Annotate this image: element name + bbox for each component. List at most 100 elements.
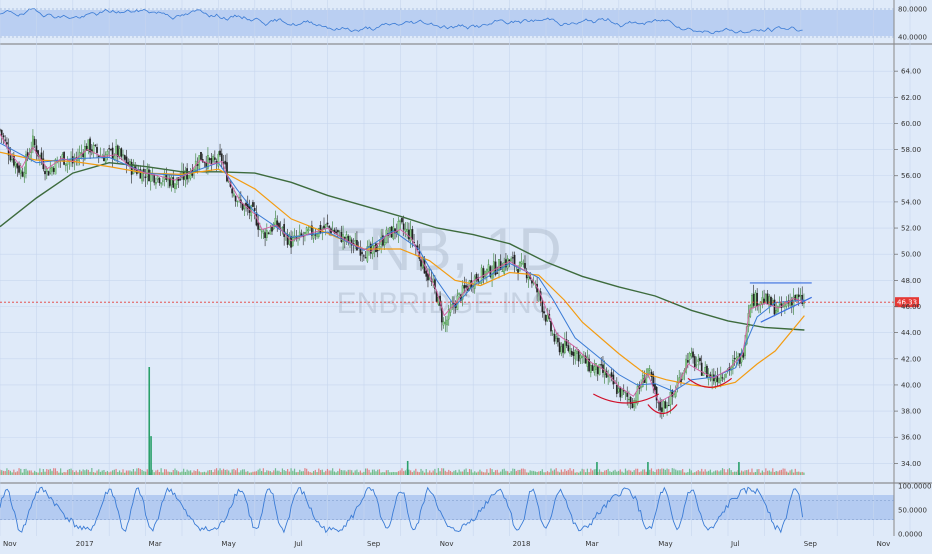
volume-bar [676, 470, 679, 475]
volume-bar [553, 469, 556, 475]
volume-bar [593, 469, 595, 475]
candle-body [32, 135, 34, 148]
candle-body [558, 342, 561, 353]
volume-bar [338, 468, 341, 475]
volume-bar [747, 469, 750, 475]
volume-bar [628, 469, 630, 475]
volume-bar [586, 468, 588, 475]
volume-bar [297, 472, 299, 475]
volume-bar [631, 471, 634, 475]
volume-bar [174, 468, 176, 475]
volume-bar [271, 472, 273, 475]
volume-bar [1, 470, 3, 475]
volume-bar [89, 471, 91, 475]
volume-bar [27, 470, 29, 475]
candle-body [567, 345, 570, 351]
price-axis-label: 62.00 [901, 94, 921, 102]
volume-bar [422, 470, 424, 475]
volume-bar [375, 471, 377, 475]
volume-bar [319, 470, 322, 475]
volume-bar [585, 472, 587, 475]
volume-bar [4, 471, 6, 475]
volume-bar [765, 468, 767, 475]
candle-body [593, 366, 596, 373]
volume-bar [65, 472, 67, 475]
volume-bar [773, 472, 776, 475]
candle-body [245, 202, 247, 206]
candle-body [799, 295, 802, 297]
volume-bar [164, 469, 166, 475]
volume-bar [595, 469, 597, 475]
candle-body [735, 357, 738, 361]
volume-bar [179, 472, 181, 475]
volume-bar [231, 469, 233, 475]
candle-body [122, 154, 124, 156]
candle-body [283, 224, 286, 237]
volume-bar [170, 472, 173, 475]
volume-bar [266, 470, 268, 475]
candle-body [0, 129, 3, 136]
volume-bar [472, 472, 474, 475]
candle-body [158, 178, 161, 184]
candle-body [213, 157, 216, 160]
candle-body [361, 252, 363, 254]
candle-body [595, 363, 597, 370]
volume-bar [228, 470, 230, 475]
volume-bar [396, 472, 398, 475]
volume-bar [66, 469, 69, 475]
volume-bar [543, 472, 545, 475]
candle-body [751, 295, 753, 308]
volume-bar [313, 471, 315, 475]
volume-bar [209, 470, 211, 475]
volume-bar [436, 472, 438, 475]
volume-bar [730, 470, 732, 475]
volume-bar [579, 471, 582, 475]
volume-bar [770, 471, 772, 475]
volume-bar [129, 470, 131, 475]
candle-body [659, 401, 661, 411]
candle-body [21, 171, 24, 177]
volume-bar [791, 469, 793, 475]
candle-body [667, 405, 670, 407]
volume-bar [141, 469, 143, 475]
candle-body [574, 350, 577, 360]
candle-body [179, 179, 182, 181]
candle-body [565, 339, 568, 346]
volume-bar [259, 468, 261, 475]
bottom-indicator-axis-label: 0.0000 [898, 531, 923, 539]
candle-body [695, 364, 698, 366]
volume-bar [295, 472, 297, 475]
volume-bar [326, 468, 329, 475]
volume-bar [534, 471, 536, 475]
volume-spike [406, 460, 409, 475]
candle-body [596, 365, 599, 374]
candle-body [317, 228, 320, 237]
volume-bar [635, 468, 637, 475]
grid [0, 0, 911, 536]
volume-bar [290, 468, 292, 475]
volume-bar [198, 471, 200, 475]
volume-bar [678, 470, 680, 475]
candle-body [690, 353, 693, 357]
volume-bar [385, 470, 387, 475]
volume-bar [434, 468, 436, 475]
volume-bar [716, 470, 718, 475]
volume-bar [451, 472, 453, 475]
candle-body [482, 268, 485, 278]
volume-bar [151, 469, 154, 475]
candle-body [406, 228, 409, 232]
candle-body [510, 258, 512, 262]
volume-bar [18, 468, 20, 475]
candle-body [775, 310, 778, 314]
candle-body [716, 375, 719, 382]
volume-bar [125, 470, 128, 475]
volume-bar [371, 469, 374, 475]
candle-body [463, 285, 466, 289]
price-axis-label: 34.00 [901, 460, 921, 468]
candle-body [778, 302, 781, 305]
volume-bar [792, 472, 795, 475]
volume-bar [699, 471, 701, 475]
candle-body [752, 293, 755, 306]
volume-bar [87, 469, 89, 475]
volume-bar [248, 472, 251, 475]
